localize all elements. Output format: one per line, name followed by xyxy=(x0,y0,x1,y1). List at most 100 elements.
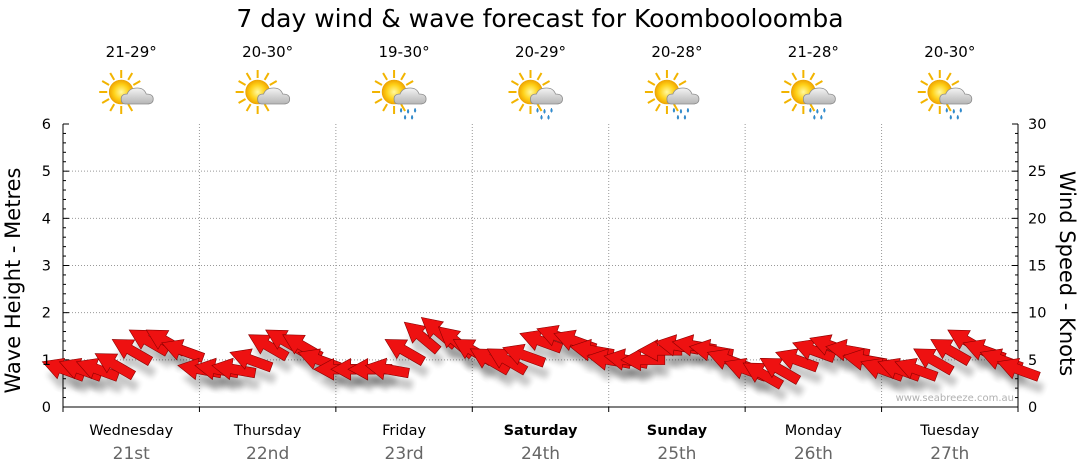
rain-drop xyxy=(536,107,539,113)
sun-ray xyxy=(673,72,679,81)
axis-labels: 0 1 2 3 4 5 6 0 5 10 15 20 25 30 Wave Height - Metres W… xyxy=(1,117,1079,464)
rain-drop xyxy=(399,107,403,113)
sun-ray xyxy=(920,80,929,86)
wind-arrow xyxy=(930,339,972,366)
sun-ray xyxy=(783,80,792,86)
left-tick-label: 1 xyxy=(42,353,51,369)
day-date-label: 21st xyxy=(113,444,150,464)
right-tick-label: 10 xyxy=(1028,306,1046,322)
wind-arrow xyxy=(364,357,410,381)
sun-ray xyxy=(400,103,406,112)
sun-ray xyxy=(647,98,656,104)
right-tick-label: 25 xyxy=(1028,164,1046,180)
cloud xyxy=(939,87,973,105)
sun-ray xyxy=(127,72,134,81)
temperature-label: 21-28° xyxy=(788,43,839,61)
sun-ray xyxy=(127,103,134,112)
rain-drop xyxy=(676,114,680,120)
sun-ray xyxy=(269,80,278,86)
sun-ray xyxy=(374,98,383,104)
cloud xyxy=(802,87,836,105)
wind-arrow xyxy=(775,348,820,373)
sun-ray xyxy=(542,80,551,86)
day-date-label: 24th xyxy=(521,444,560,464)
wind-arrow-shadow xyxy=(389,351,430,378)
wind-series xyxy=(41,316,1041,390)
sun-ray xyxy=(518,72,525,81)
showers-icon xyxy=(644,70,700,120)
sun-ray xyxy=(109,103,116,112)
temperature-label: 21-29° xyxy=(106,43,157,61)
temperature-label: 20-29° xyxy=(515,43,566,61)
rain-drop xyxy=(945,107,948,113)
temperature-label: 20-30° xyxy=(242,43,293,61)
temperature-label: 19-30° xyxy=(379,43,430,61)
sun-ray xyxy=(927,72,934,81)
day-label: Wednesday xyxy=(89,423,173,439)
sun-ray xyxy=(245,103,252,112)
day-date-label: 27th xyxy=(930,444,969,464)
sun-ray xyxy=(809,72,816,81)
sun-ray xyxy=(510,98,519,104)
rain-drop xyxy=(949,114,952,120)
right-tick-label: 5 xyxy=(1028,353,1037,369)
left-tick-label: 3 xyxy=(42,259,51,275)
partly-cloudy-icon xyxy=(235,70,291,114)
sun-ray xyxy=(927,103,934,112)
wind-arrow-shadow xyxy=(747,374,788,402)
sun-ray xyxy=(109,72,116,81)
wind-arrow-shadow xyxy=(408,334,446,367)
sun-ray xyxy=(536,72,543,81)
cloud xyxy=(666,87,700,105)
wind-arrow xyxy=(894,357,939,382)
wind-arrow-shadow xyxy=(116,351,157,378)
rain-drop xyxy=(959,107,962,113)
temperature-label: 20-30° xyxy=(924,43,975,61)
day-label: Friday xyxy=(382,423,426,439)
day-label: Sunday xyxy=(647,423,708,439)
rain-drop xyxy=(406,108,410,114)
sun-ray xyxy=(814,80,823,86)
rain-drop xyxy=(686,107,690,113)
rain-drop xyxy=(816,108,819,114)
rain-drop xyxy=(672,107,676,113)
sun-ray xyxy=(655,103,661,112)
wind-arrow-shadow xyxy=(917,360,959,387)
wind-arrow-shadow xyxy=(474,360,515,387)
day-label: Monday xyxy=(785,423,843,439)
sun-ray xyxy=(132,80,141,86)
wind-arrow xyxy=(229,348,274,373)
right-tick-label: 30 xyxy=(1028,117,1046,133)
temperature-label: 20-28° xyxy=(651,43,702,61)
right-axis-title: Wind Speed - Knots xyxy=(1055,171,1079,376)
day-label: Tuesday xyxy=(919,423,979,439)
left-tick-label: 6 xyxy=(42,117,51,133)
sun-ray xyxy=(536,103,543,112)
rain-drop xyxy=(550,107,553,113)
sun-ray xyxy=(791,103,798,112)
right-tick-label: 0 xyxy=(1028,400,1037,416)
sun-ray xyxy=(263,72,270,81)
sun-ray xyxy=(510,80,519,86)
sun-ray xyxy=(951,80,960,86)
sun-ray xyxy=(400,72,406,81)
rain-drop xyxy=(410,114,414,120)
sun-ray xyxy=(809,103,816,112)
sun-ray xyxy=(101,80,110,86)
sun-ray xyxy=(945,72,952,81)
rain-drop xyxy=(823,107,826,113)
wind-arrow-shadow xyxy=(934,351,976,378)
sun-ray xyxy=(238,98,247,104)
wind-arrow xyxy=(111,339,154,366)
sun-ray xyxy=(783,98,792,104)
day-label: Thursday xyxy=(233,423,302,439)
rain-drop xyxy=(683,114,687,120)
wind-arrow xyxy=(502,343,547,368)
sun-ray xyxy=(245,72,252,81)
rain-drop xyxy=(413,107,417,113)
rain-drop xyxy=(540,114,543,120)
sun-ray xyxy=(655,72,661,81)
sun-ray xyxy=(518,103,525,112)
day-date-label: 26th xyxy=(794,444,833,464)
sun-ray xyxy=(382,103,388,112)
